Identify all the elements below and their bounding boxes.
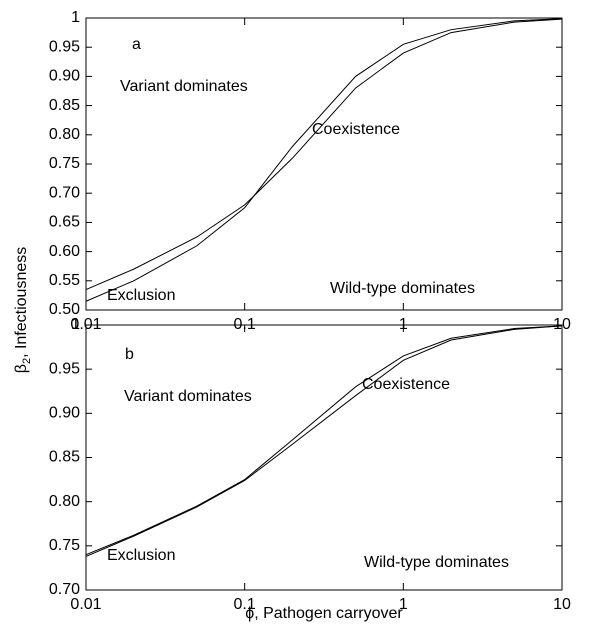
region-label: Variant dominates: [124, 388, 252, 405]
plot-frame: [85, 17, 563, 311]
y-label-text: , Infectiousness: [13, 247, 30, 358]
y-tick-label: 0.70: [49, 184, 80, 201]
y-tick-label: 0.85: [49, 97, 80, 114]
region-label: Exclusion: [107, 547, 175, 564]
y-axis-label: β2, Infectiousness: [13, 247, 33, 374]
y-tick-label: 0.75: [49, 155, 80, 172]
y-tick-label: 0.90: [49, 405, 80, 422]
x-tick-label: 0.1: [234, 596, 256, 613]
panel-letter: b: [125, 346, 134, 363]
y-tick-label: 0.80: [49, 493, 80, 510]
panel-letter: a: [132, 36, 141, 53]
region-label: Wild-type dominates: [364, 554, 509, 571]
region-label: Variant dominates: [120, 78, 248, 95]
y-tick-label: 0.75: [49, 537, 80, 554]
region-label: Coexistence: [312, 121, 400, 138]
x-tick-label: 0.01: [70, 596, 101, 613]
curve: [85, 18, 563, 291]
y-tick-label: 0.95: [49, 38, 80, 55]
y-tick-label: 0.60: [49, 243, 80, 260]
curve: [85, 325, 563, 557]
region-label: Exclusion: [107, 287, 175, 304]
x-tick-label: 10: [553, 596, 571, 613]
y-tick-label: 0.95: [49, 360, 80, 377]
y-tick-label: 0.90: [49, 68, 80, 85]
y-tick-label: 0.50: [49, 301, 80, 318]
y-tick-label: 0.80: [49, 126, 80, 143]
y-tick-label: 0.55: [49, 272, 80, 289]
y-tick-label: 1: [71, 9, 80, 26]
x-axis-label: ϕ, Pathogen carryover: [245, 605, 403, 622]
region-label: Coexistence: [362, 376, 450, 393]
y-tick-label: 0.70: [49, 581, 80, 598]
region-label: Wild-type dominates: [330, 280, 475, 297]
x-tick-label: 1: [399, 596, 408, 613]
y-label-subscript: 2: [21, 358, 33, 364]
y-label-symbol: β: [13, 364, 30, 373]
y-tick-label: 0.85: [49, 449, 80, 466]
y-tick-label: 1: [71, 316, 80, 333]
y-tick-label: 0.65: [49, 214, 80, 231]
curve: [85, 18, 563, 302]
curve: [85, 325, 563, 556]
